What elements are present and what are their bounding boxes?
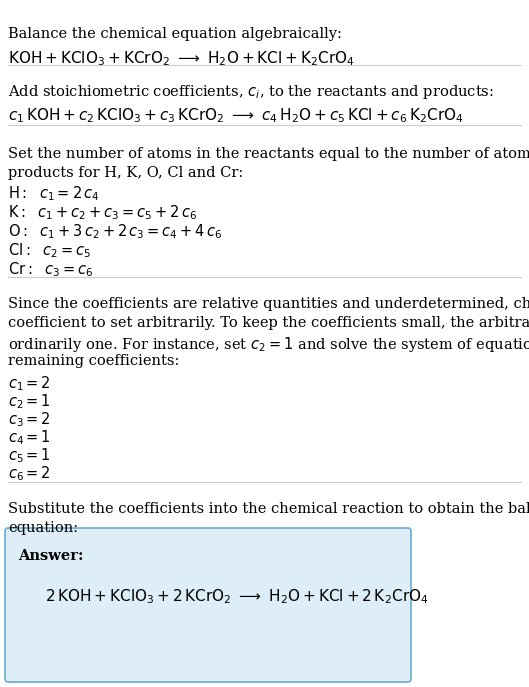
Text: $c_1\,\mathrm{KOH} + c_2\,\mathrm{KClO_3} + c_3\,\mathrm{KCrO_2} \ \longrightarr: $c_1\,\mathrm{KOH} + c_2\,\mathrm{KClO_3… — [8, 106, 463, 125]
Text: Add stoichiometric coefficients, $c_i$, to the reactants and products:: Add stoichiometric coefficients, $c_i$, … — [8, 83, 494, 101]
FancyBboxPatch shape — [5, 528, 411, 682]
Text: ordinarily one. For instance, set $c_2 = 1$ and solve the system of equations fo: ordinarily one. For instance, set $c_2 =… — [8, 335, 529, 354]
Text: products for H, K, O, Cl and Cr:: products for H, K, O, Cl and Cr: — [8, 166, 243, 180]
Text: $c_2 = 1$: $c_2 = 1$ — [8, 392, 51, 411]
Text: $\mathrm{H{:}}\ \ c_1 = 2\,c_4$: $\mathrm{H{:}}\ \ c_1 = 2\,c_4$ — [8, 184, 99, 203]
Text: $\mathrm{KOH + KClO_3 + KCrO_2 \ \longrightarrow \ H_2O + KCl + K_2CrO_4}$: $\mathrm{KOH + KClO_3 + KCrO_2 \ \longri… — [8, 49, 355, 68]
Text: Answer:: Answer: — [18, 549, 84, 563]
Text: Since the coefficients are relative quantities and underdetermined, choose a: Since the coefficients are relative quan… — [8, 297, 529, 311]
Text: $2\,\mathrm{KOH + KClO_3 + 2\,KCrO_2 \ \longrightarrow \ H_2O + KCl + 2\,K_2CrO_: $2\,\mathrm{KOH + KClO_3 + 2\,KCrO_2 \ \… — [45, 587, 428, 606]
Text: $c_5 = 1$: $c_5 = 1$ — [8, 446, 51, 464]
Text: $\mathrm{K{:}}\ \ c_1 + c_2 + c_3 = c_5 + 2\,c_6$: $\mathrm{K{:}}\ \ c_1 + c_2 + c_3 = c_5 … — [8, 203, 197, 222]
Text: coefficient to set arbitrarily. To keep the coefficients small, the arbitrary va: coefficient to set arbitrarily. To keep … — [8, 316, 529, 330]
Text: $c_4 = 1$: $c_4 = 1$ — [8, 428, 51, 447]
Text: equation:: equation: — [8, 521, 78, 535]
Text: $\mathrm{Cl{:}}\ \ c_2 = c_5$: $\mathrm{Cl{:}}\ \ c_2 = c_5$ — [8, 241, 91, 260]
Text: remaining coefficients:: remaining coefficients: — [8, 354, 179, 368]
Text: $c_6 = 2$: $c_6 = 2$ — [8, 464, 51, 483]
Text: Substitute the coefficients into the chemical reaction to obtain the balanced: Substitute the coefficients into the che… — [8, 502, 529, 516]
Text: $c_3 = 2$: $c_3 = 2$ — [8, 410, 51, 429]
Text: Balance the chemical equation algebraically:: Balance the chemical equation algebraica… — [8, 27, 342, 41]
Text: $\mathrm{Cr{:}}\ \ c_3 = c_6$: $\mathrm{Cr{:}}\ \ c_3 = c_6$ — [8, 260, 93, 279]
Text: $\mathrm{O{:}}\ \ c_1 + 3\,c_2 + 2\,c_3 = c_4 + 4\,c_6$: $\mathrm{O{:}}\ \ c_1 + 3\,c_2 + 2\,c_3 … — [8, 222, 222, 240]
Text: $c_1 = 2$: $c_1 = 2$ — [8, 374, 51, 393]
Text: Set the number of atoms in the reactants equal to the number of atoms in the: Set the number of atoms in the reactants… — [8, 147, 529, 161]
